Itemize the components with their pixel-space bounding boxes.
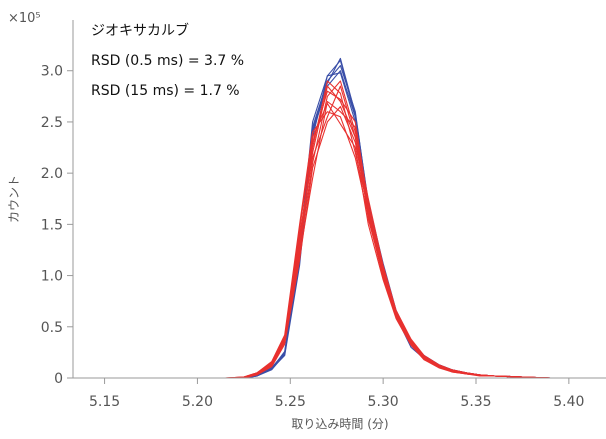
series-line-red-13: [73, 85, 606, 379]
y-tick-label: 0: [54, 371, 63, 387]
series-line-red-12: [73, 102, 606, 379]
series-line-red-9: [73, 111, 606, 379]
series-line-red-6: [73, 85, 606, 379]
axes: [72, 20, 606, 379]
series-line-blue-3: [73, 72, 606, 379]
y-tick-label: 3.0: [41, 64, 63, 80]
series-lines: [73, 57, 606, 379]
y-axis-title: カウント: [7, 175, 21, 223]
x-tick-label: 5.20: [182, 394, 213, 410]
x-ticks: 5.15 5.20 5.25 5.30 5.35 5.40: [89, 378, 584, 410]
series-line-red-7: [73, 100, 606, 379]
y-tick-label: 2.0: [41, 166, 63, 182]
y-multiplier-label: ×10⁵: [8, 11, 41, 26]
series-line-red-11: [73, 106, 606, 379]
x-tick-label: 5.30: [368, 394, 399, 410]
x-tick-label: 5.35: [460, 394, 491, 410]
y-tick-label: 1.5: [41, 217, 63, 233]
x-tick-label: 5.25: [275, 394, 306, 410]
y-tick-label: 1.0: [41, 269, 63, 285]
y-ticks: 0 0.5 1.0 1.5 2.0 2.5 3.0: [41, 64, 73, 387]
series-line-red-10: [73, 80, 606, 379]
compound-name-label: ジオキサカルブ: [91, 22, 189, 39]
y-tick-label: 2.5: [41, 115, 63, 131]
series-line-red-5: [73, 90, 606, 379]
x-tick-label: 5.15: [89, 394, 120, 410]
series-line-blue-1: [73, 65, 606, 379]
x-tick-label: 5.40: [553, 394, 584, 410]
x-axis-title: 取り込み時間 (分): [291, 417, 388, 431]
series-line-blue-4: [73, 57, 606, 379]
y-tick-label: 0.5: [41, 320, 63, 336]
rsd-0-5ms-label: RSD (0.5 ms) = 3.7 %: [91, 53, 244, 69]
rsd-15ms-label: RSD (15 ms) = 1.7 %: [91, 83, 240, 99]
series-line-red-8: [73, 80, 606, 379]
